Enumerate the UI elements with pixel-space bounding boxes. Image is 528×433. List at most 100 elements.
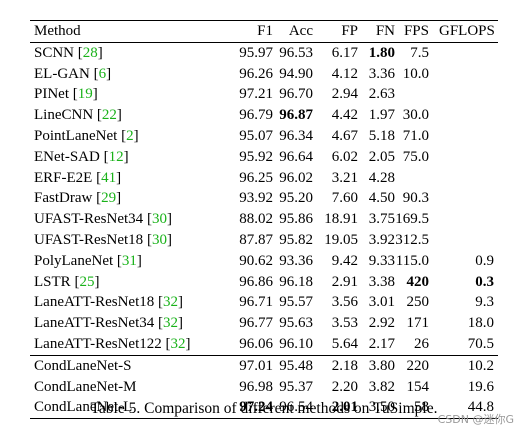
acc-cell: 96.87 xyxy=(279,107,313,124)
results-table: Method F1 Acc FP FN FPS GFLOPS SCNN [28]… xyxy=(30,20,498,420)
method-cell: FastDraw [29] xyxy=(34,190,122,207)
fps-cell: 58 xyxy=(414,399,429,416)
table-row: ERF-E2E [41] 96.25 96.02 3.21 4.28 xyxy=(30,168,498,189)
table-row: FastDraw [29] 93.92 95.20 7.60 4.50 90.3 xyxy=(30,188,498,209)
acc-cell: 96.53 xyxy=(279,44,313,61)
table-row: LSTR [25] 96.86 96.18 2.91 3.38 420 0.3 xyxy=(30,272,498,293)
fp-cell: 7.60 xyxy=(331,190,358,207)
header-row: Method F1 Acc FP FN FPS GFLOPS xyxy=(30,21,498,42)
fn-cell: 2.63 xyxy=(368,86,395,103)
top-rule xyxy=(30,20,498,21)
f1-cell: 97.01 xyxy=(239,357,273,374)
fp-cell: 18.91 xyxy=(324,211,358,228)
fn-cell: 5.18 xyxy=(368,127,395,144)
acc-cell: 94.90 xyxy=(279,65,313,82)
method-cell: LaneATT-ResNet18 [32] xyxy=(34,294,183,311)
header-fp: FP xyxy=(341,23,358,39)
bottom-rule xyxy=(30,418,498,420)
fp-cell: 2.94 xyxy=(331,86,358,103)
method-cell: SCNN [28] xyxy=(34,44,103,61)
gflops-cell: 0.3 xyxy=(475,273,494,290)
acc-cell: 95.82 xyxy=(279,231,313,248)
acc-cell: 95.86 xyxy=(279,211,313,228)
fp-cell: 4.67 xyxy=(331,127,358,144)
citation-link[interactable]: 30 xyxy=(151,231,167,248)
header-fps: FPS xyxy=(403,23,429,39)
method-cell: PINet [19] xyxy=(34,86,98,103)
method-name: CondLaneNet-L xyxy=(34,399,133,416)
citation-link[interactable]: 25 xyxy=(79,273,95,290)
fps-cell: 30.0 xyxy=(402,107,429,124)
fp-cell: 6.02 xyxy=(331,148,358,165)
gflops-cell xyxy=(439,188,498,209)
fps-cell: 169.5 xyxy=(395,211,429,228)
fn-cell: 2.92 xyxy=(368,315,395,332)
baseline-methods-group: SCNN [28] 95.97 96.53 6.17 1.80 7.5 EL-GAN [6]… xyxy=(30,43,498,355)
fp-cell: 6.17 xyxy=(331,44,358,61)
fps-cell: 90.3 xyxy=(402,190,429,207)
fps-cell: 26 xyxy=(414,335,429,352)
gflops-cell xyxy=(439,147,498,168)
acc-cell: 96.70 xyxy=(279,86,313,103)
method-cell: LaneATT-ResNet122 [32] xyxy=(34,335,191,352)
method-cell: UFAST-ResNet18 [30] xyxy=(34,231,172,248)
citation-link[interactable]: 32 xyxy=(163,294,178,311)
fp-cell: 2.01 xyxy=(331,399,358,416)
fn-cell: 9.33 xyxy=(368,252,395,269)
f1-cell: 96.25 xyxy=(239,169,273,186)
citation-link[interactable]: 28 xyxy=(82,44,98,61)
acc-cell: 96.54 xyxy=(279,399,313,416)
acc-cell: 96.64 xyxy=(279,148,313,165)
fn-cell: 1.80 xyxy=(368,44,395,61)
citation-link[interactable]: 31 xyxy=(121,252,137,269)
citation-link[interactable]: 32 xyxy=(163,315,178,332)
method-name: SCNN xyxy=(34,44,75,61)
f1-cell: 97.24 xyxy=(239,399,273,416)
acc-cell: 96.34 xyxy=(279,127,313,144)
method-cell: LaneATT-ResNet34 [32] xyxy=(34,315,183,332)
citation-link[interactable]: 32 xyxy=(170,335,186,352)
fn-cell: 3.38 xyxy=(368,273,395,290)
table-row: LaneATT-ResNet34 [32] 96.77 95.63 3.53 2.92 1… xyxy=(30,313,498,334)
method-cell: CondLaneNet-S xyxy=(30,356,218,377)
citation-link[interactable]: 29 xyxy=(101,190,117,207)
f1-cell: 93.92 xyxy=(239,190,273,207)
acc-cell: 96.10 xyxy=(279,335,313,352)
method-cell: EL-GAN [6] xyxy=(34,65,112,82)
fn-cell: 3.82 xyxy=(368,378,395,395)
method-name: FastDraw xyxy=(34,190,93,207)
fps-cell: 10.0 xyxy=(402,65,429,82)
gflops-cell: 44.8 xyxy=(467,399,494,416)
fn-cell: 3.01 xyxy=(368,294,395,311)
citation-link[interactable]: 12 xyxy=(108,148,124,165)
method-name: ENet-SAD xyxy=(34,148,100,165)
method-name: ERF-E2E xyxy=(34,169,93,186)
citation-link[interactable]: 30 xyxy=(151,211,167,228)
gflops-cell xyxy=(439,64,498,85)
f1-cell: 96.26 xyxy=(239,65,273,82)
fp-cell: 4.42 xyxy=(331,107,358,124)
citation-link[interactable]: 19 xyxy=(77,86,93,103)
method-name: LSTR xyxy=(34,273,71,290)
citation-link[interactable]: 22 xyxy=(101,107,117,124)
citation-link[interactable]: 41 xyxy=(101,169,117,186)
citation-link[interactable]: 6 xyxy=(98,65,107,82)
method-name: PointLaneNet xyxy=(34,127,118,144)
fp-cell: 4.12 xyxy=(331,65,358,82)
fp-cell: 2.91 xyxy=(331,273,358,290)
fps-cell: 420 xyxy=(406,273,430,290)
fp-cell: 5.64 xyxy=(331,335,358,352)
method-name: CondLaneNet-M xyxy=(34,378,137,395)
gflops-cell xyxy=(439,126,498,147)
group-separator-rule xyxy=(30,354,498,356)
method-name: LaneATT-ResNet122 xyxy=(34,335,162,352)
acc-cell: 95.48 xyxy=(279,357,313,374)
fps-cell: 115.0 xyxy=(395,252,429,269)
acc-cell: 93.36 xyxy=(279,252,313,269)
fn-cell: 3.75 xyxy=(368,211,395,228)
fps-cell: 75.0 xyxy=(402,148,429,165)
fps-cell: 154 xyxy=(406,378,430,395)
gflops-cell: 70.5 xyxy=(467,335,494,352)
citation-link[interactable]: 2 xyxy=(126,127,134,144)
method-name: PINet xyxy=(34,86,69,103)
